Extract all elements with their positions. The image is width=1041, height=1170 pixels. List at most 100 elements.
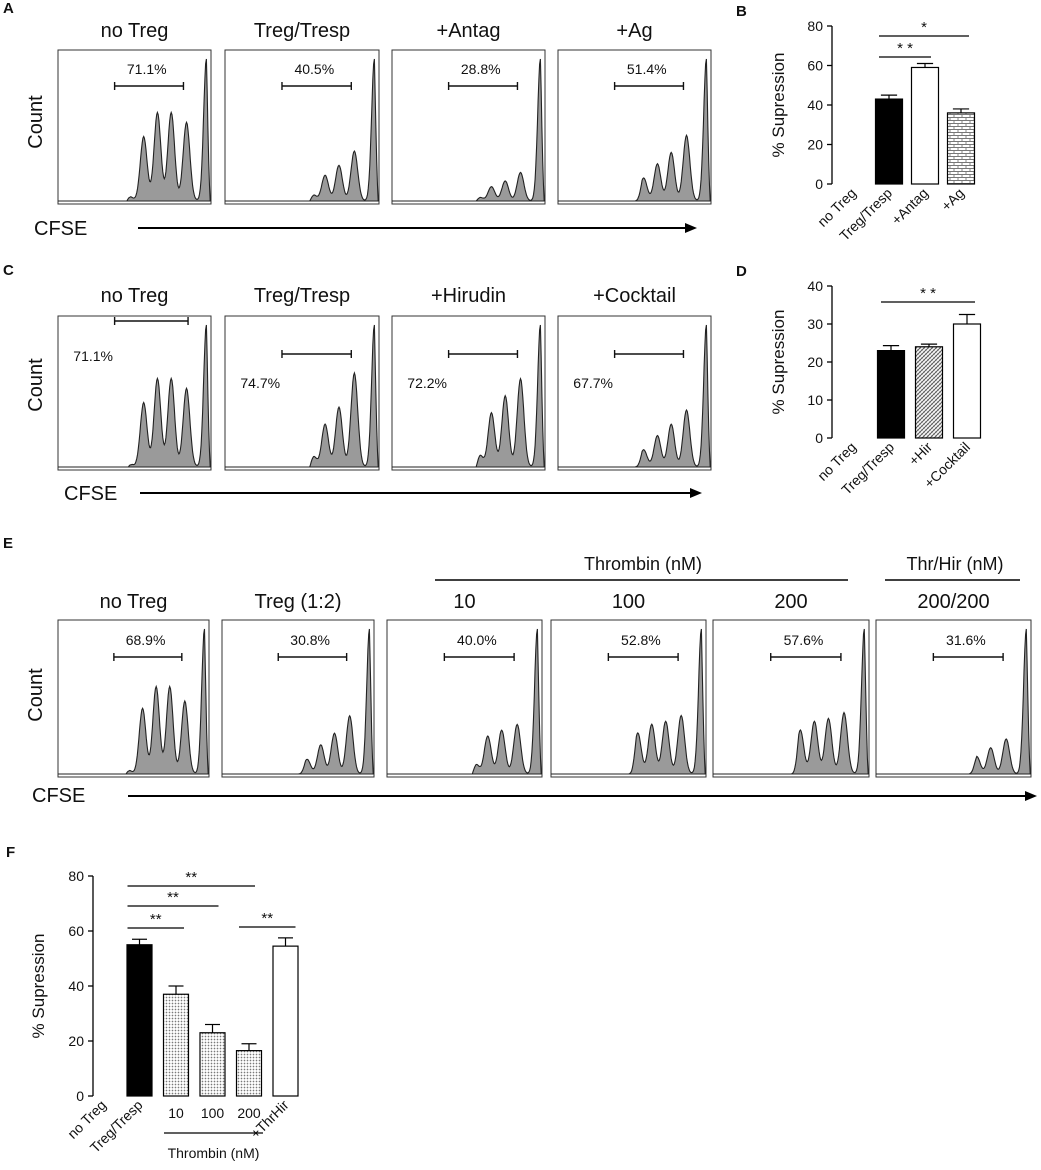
y-tick-label-3: 30: [807, 316, 823, 332]
significance-label-1: * *: [897, 40, 913, 57]
gate-percent-3: 40.0%: [457, 632, 497, 648]
y-tick-label-4: 40: [807, 278, 823, 294]
histogram-title-1: no Treg: [100, 591, 168, 613]
category-label-3: 100: [201, 1105, 225, 1121]
histogram-title-6: 200/200: [917, 591, 989, 613]
bar-1: [126, 944, 153, 1097]
histogram-curve-2: [225, 324, 379, 468]
panel-label-c: C: [3, 262, 14, 279]
gate-percent-2: 74.7%: [240, 375, 280, 391]
panel-label-f: F: [6, 844, 15, 861]
histogram-curve-3: [387, 628, 542, 775]
y-axis-title-b: % Supression: [769, 53, 788, 158]
bar-2: [914, 346, 944, 439]
y-tick-label-4: 80: [807, 18, 823, 34]
cfse-arrow-head: [685, 223, 697, 233]
gate-percent-3: 72.2%: [407, 375, 447, 391]
y-tick-label-0: 0: [815, 176, 823, 192]
gate-percent-5: 57.6%: [784, 632, 824, 648]
y-axis-title-d: % Supression: [769, 310, 788, 415]
histogram-curve-2: [225, 58, 379, 202]
panel-label-a: A: [3, 0, 14, 17]
histogram-curve-4: [551, 628, 706, 775]
gate-percent-2: 40.5%: [294, 61, 334, 77]
histogram-curve-1: [58, 628, 209, 775]
category-label-4: 200: [237, 1105, 261, 1121]
histogram-frame-1: [57, 619, 210, 778]
significance-label-3: **: [261, 910, 273, 927]
histogram-curve-5: [713, 628, 869, 775]
significance-label-2: **: [150, 911, 162, 928]
histogram-title-1: no Treg: [101, 285, 169, 307]
significance-label-0: **: [185, 869, 197, 886]
category-label-3: +Ag: [938, 185, 967, 214]
count-axis-label: Count: [25, 668, 47, 722]
y-tick-label-1: 20: [68, 1033, 84, 1049]
panel-label-b: B: [736, 3, 747, 20]
cfse-arrow-head: [690, 488, 702, 498]
y-tick-label-2: 40: [807, 97, 823, 113]
bar-4: [235, 1050, 263, 1097]
bar-3: [199, 1032, 226, 1097]
category-label-2: +Hir: [905, 439, 935, 469]
y-tick-label-0: 0: [815, 430, 823, 446]
histogram-title-2: Treg/Tresp: [254, 285, 350, 307]
gate-percent-6: 31.6%: [946, 632, 986, 648]
histogram-title-4: 100: [612, 591, 645, 613]
panel-label-d: D: [736, 263, 747, 280]
gate-percent-2: 30.8%: [290, 632, 330, 648]
histogram-title-2: Treg/Tresp: [254, 20, 350, 42]
histogram-curve-1: [58, 324, 211, 468]
gate-percent-1: 71.1%: [127, 61, 167, 77]
bar-3: [952, 323, 982, 439]
y-axis-title-f: % Supression: [29, 934, 48, 1039]
bar-1: [874, 98, 904, 185]
cfse-axis-label: CFSE: [34, 218, 87, 240]
histogram-title-1: no Treg: [101, 20, 169, 42]
group-label-thr-hir: Thr/Hir (nM): [907, 554, 1004, 574]
histogram-curve-3: [392, 58, 545, 202]
count-axis-label: Count: [25, 358, 47, 412]
y-tick-label-4: 80: [68, 868, 84, 884]
bar-3: [946, 112, 976, 185]
significance-label-1: **: [167, 889, 179, 906]
cfse-arrow-head: [1025, 791, 1037, 801]
cfse-axis-label: CFSE: [32, 785, 85, 807]
histogram-curve-6: [876, 628, 1031, 775]
histogram-curve-4: [558, 58, 711, 202]
cfse-axis-label: CFSE: [64, 483, 117, 505]
histogram-title-5: 200: [774, 591, 807, 613]
histogram-title-2: Treg (1:2): [254, 591, 341, 613]
y-tick-label-0: 0: [76, 1088, 84, 1104]
histogram-title-3: +Antag: [437, 20, 501, 42]
category-label-2: 10: [168, 1105, 184, 1121]
histogram-curve-1: [58, 58, 211, 202]
histogram-title-3: +Hirudin: [431, 285, 506, 307]
bar-2: [162, 993, 190, 1097]
count-axis-label: Count: [25, 95, 47, 149]
histogram-curve-3: [392, 324, 545, 468]
y-tick-label-1: 20: [807, 137, 823, 153]
histogram-curve-4: [558, 324, 711, 468]
gate-percent-4: 52.8%: [621, 632, 661, 648]
bar-1: [876, 350, 906, 439]
histogram-title-4: +Ag: [616, 20, 652, 42]
y-tick-label-2: 40: [68, 978, 84, 994]
y-tick-label-3: 60: [807, 58, 823, 74]
histogram-curve-2: [222, 628, 374, 775]
histogram-title-3: 10: [453, 591, 475, 613]
gate-percent-1: 71.1%: [73, 348, 113, 364]
gate-percent-3: 28.8%: [461, 61, 501, 77]
group-label-thrombin: Thrombin (nM): [584, 554, 702, 574]
bar-5: [272, 945, 299, 1097]
category-label-2: +Antag: [888, 185, 931, 228]
bar-2: [910, 66, 940, 185]
y-tick-label-1: 10: [807, 392, 823, 408]
y-tick-label-2: 20: [807, 354, 823, 370]
thrombin-group-label: Thrombin (nM): [168, 1145, 260, 1161]
gate-percent-4: 51.4%: [627, 61, 667, 77]
gate-percent-1: 68.9%: [126, 632, 166, 648]
significance-label-0: * *: [920, 285, 936, 302]
significance-label-0: *: [921, 19, 927, 36]
